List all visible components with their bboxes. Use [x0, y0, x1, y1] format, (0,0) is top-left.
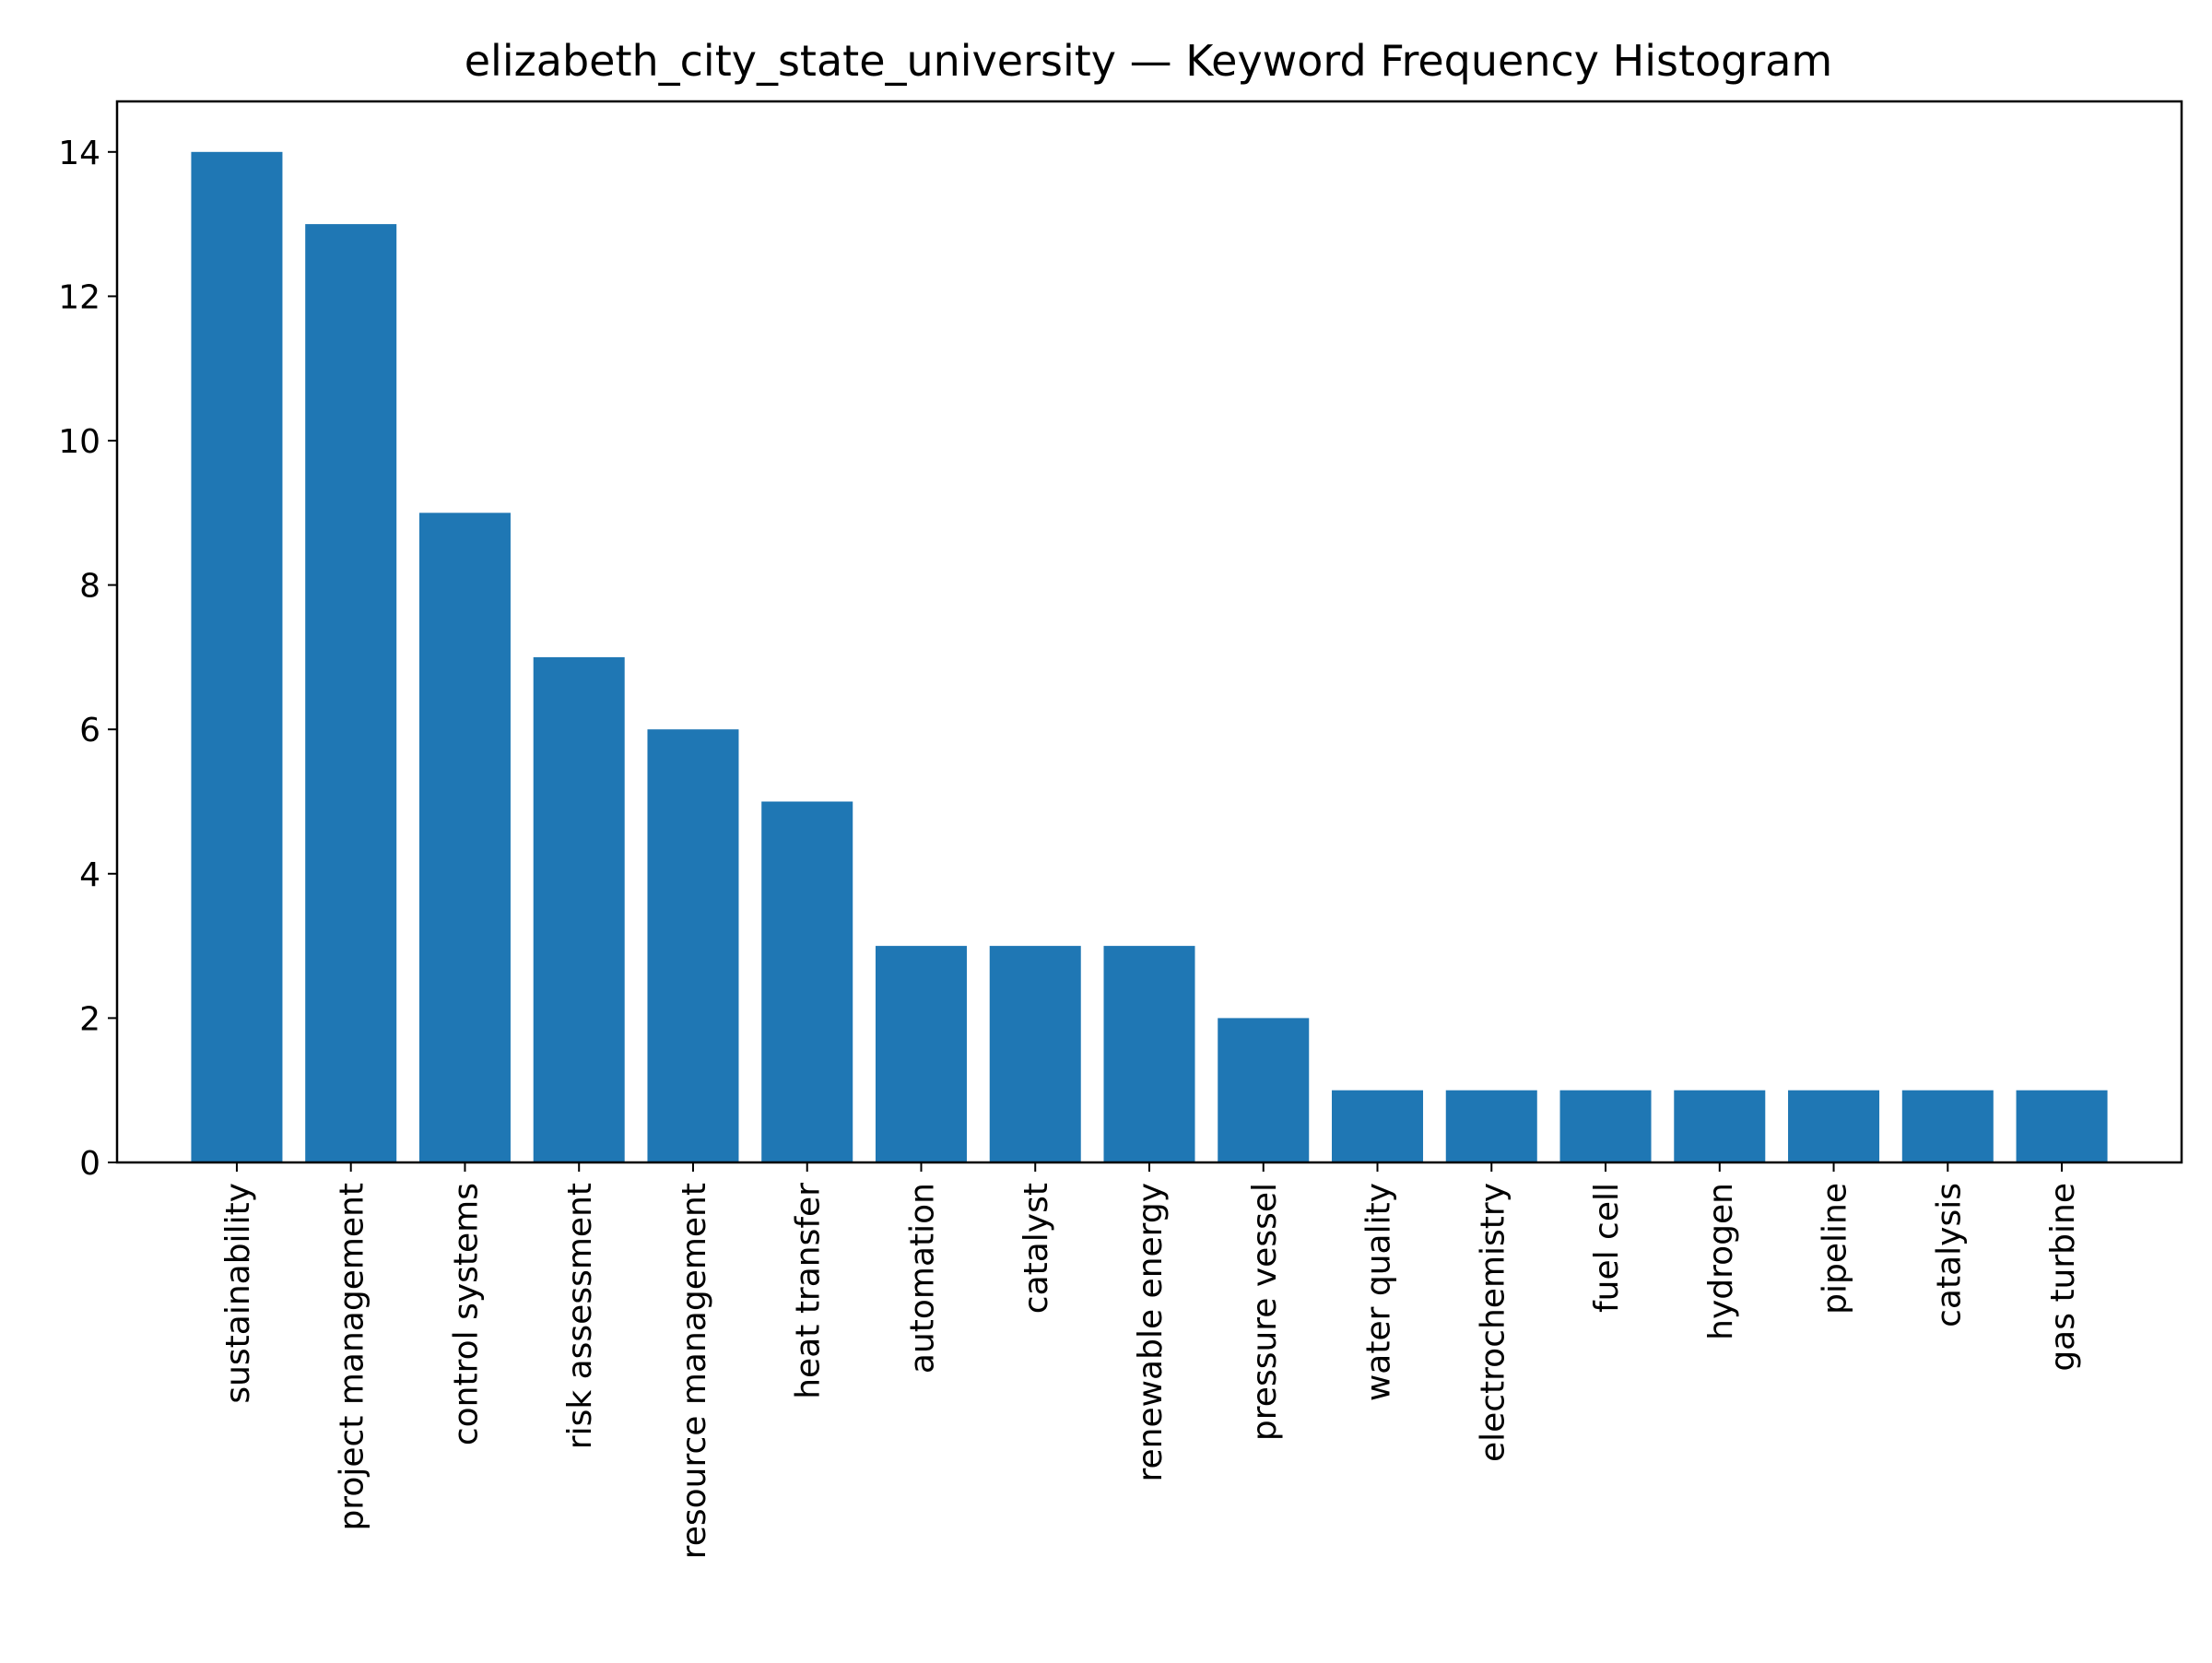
bar-6 [875, 946, 967, 1162]
y-tick-label: 2 [79, 1000, 100, 1038]
x-tick-label: heat transfer [790, 1183, 828, 1399]
bar-13 [1674, 1090, 1766, 1162]
bar-14 [1788, 1090, 1880, 1162]
y-tick-label: 0 [79, 1145, 100, 1183]
x-tick-label: fuel cell [1588, 1183, 1626, 1313]
y-axis: 0 2 4 6 8 10 12 14 [58, 135, 117, 1183]
x-tick-label: control systems [447, 1183, 485, 1445]
bar-2 [418, 513, 511, 1162]
bars-layer [191, 151, 2108, 1163]
x-axis: sustainability project management control … [219, 1162, 2082, 1559]
y-tick-label: 12 [58, 278, 100, 316]
y-tick-label: 6 [79, 712, 100, 749]
y-tick-label: 8 [79, 568, 100, 606]
x-tick-label: pressure vessel [1246, 1183, 1284, 1441]
bar-12 [1559, 1090, 1652, 1162]
bar-5 [761, 801, 853, 1162]
bar-10 [1332, 1090, 1424, 1162]
bar-9 [1218, 1018, 1310, 1162]
x-tick-label: resource management [676, 1183, 713, 1559]
chart-title: elizabeth_city_state_university — Keywor… [465, 36, 1833, 86]
x-tick-label: catalyst [1018, 1183, 1055, 1314]
y-tick-label: 10 [58, 423, 100, 461]
bar-8 [1103, 946, 1195, 1162]
y-tick-label: 4 [79, 856, 100, 894]
bar-1 [305, 224, 397, 1163]
x-tick-label: pipeline [1817, 1183, 1854, 1315]
bar-3 [533, 656, 625, 1162]
bar-7 [989, 946, 1081, 1162]
bar-4 [647, 729, 739, 1162]
x-tick-label: electrochemistry [1474, 1183, 1512, 1462]
bar-15 [1901, 1090, 1994, 1162]
y-tick-label: 14 [58, 135, 100, 172]
x-tick-label: risk assessment [561, 1183, 599, 1449]
bar-0 [191, 151, 283, 1162]
plot-frame [115, 100, 2183, 1164]
x-tick-label: renewable energy [1132, 1183, 1170, 1482]
x-tick-label: gas turbine [2044, 1183, 2082, 1372]
x-tick-label: catalysis [1930, 1183, 1968, 1327]
x-tick-label: sustainability [219, 1183, 257, 1404]
bar-16 [2016, 1090, 2108, 1162]
bar-11 [1445, 1090, 1537, 1162]
x-tick-label: project management [334, 1183, 371, 1531]
x-tick-label: automation [903, 1183, 941, 1374]
x-tick-label: hydrogen [1702, 1183, 1740, 1340]
x-tick-label: water quality [1360, 1183, 1398, 1401]
